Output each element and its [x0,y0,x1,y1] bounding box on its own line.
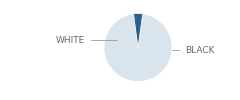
Wedge shape [104,14,172,81]
Text: BLACK: BLACK [172,46,214,55]
Text: WHITE: WHITE [56,36,117,44]
Wedge shape [134,14,143,48]
